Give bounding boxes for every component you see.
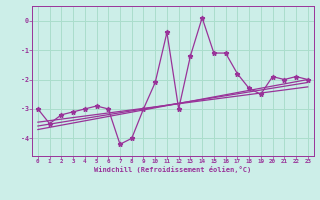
X-axis label: Windchill (Refroidissement éolien,°C): Windchill (Refroidissement éolien,°C) (94, 166, 252, 173)
